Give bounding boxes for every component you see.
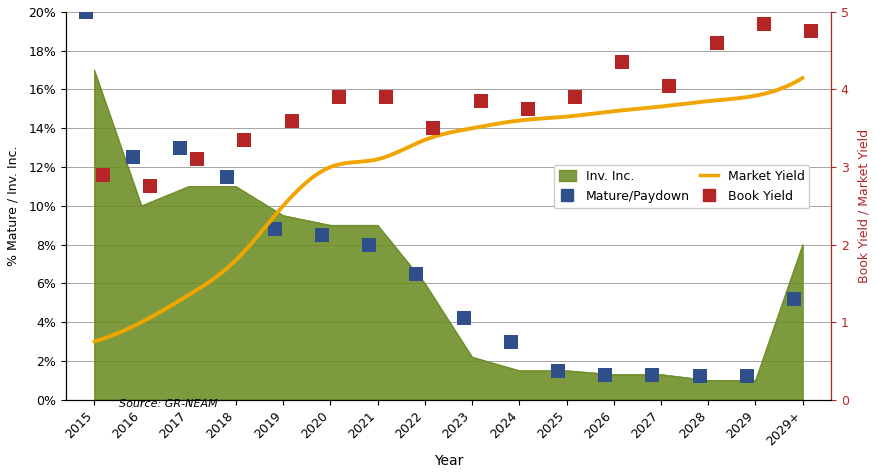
Point <box>379 94 393 101</box>
Point <box>568 94 582 101</box>
Point <box>757 20 771 28</box>
Point <box>362 241 376 248</box>
Point <box>426 124 440 132</box>
Point <box>267 225 282 233</box>
Point <box>220 173 234 180</box>
Point <box>332 94 346 101</box>
Point <box>598 370 612 378</box>
Point <box>457 314 471 322</box>
Point <box>126 153 140 161</box>
Text: Source: GR-NEAM: Source: GR-NEAM <box>119 399 218 409</box>
Point <box>616 58 630 66</box>
Point <box>645 370 660 378</box>
Point <box>503 338 517 345</box>
Point <box>788 295 802 303</box>
Legend: Inv. Inc., Mature/Paydown, Market Yield, Book Yield: Inv. Inc., Mature/Paydown, Market Yield,… <box>553 165 809 208</box>
Point <box>521 105 535 113</box>
Point <box>96 171 110 179</box>
Point <box>285 117 299 124</box>
Point <box>143 183 157 190</box>
Point <box>693 373 707 380</box>
Point <box>474 97 488 105</box>
Point <box>410 270 424 277</box>
Point <box>709 39 724 47</box>
X-axis label: Year: Year <box>434 454 463 468</box>
Point <box>190 155 204 163</box>
Point <box>662 82 676 89</box>
Y-axis label: Book Yield / Market Yield: Book Yield / Market Yield <box>857 129 870 283</box>
Point <box>804 28 818 35</box>
Point <box>551 367 565 374</box>
Point <box>238 136 252 144</box>
Point <box>79 8 93 16</box>
Y-axis label: % Mature / Inv. Inc.: % Mature / Inv. Inc. <box>7 145 20 266</box>
Point <box>315 231 329 239</box>
Point <box>173 144 187 152</box>
Point <box>740 373 754 380</box>
